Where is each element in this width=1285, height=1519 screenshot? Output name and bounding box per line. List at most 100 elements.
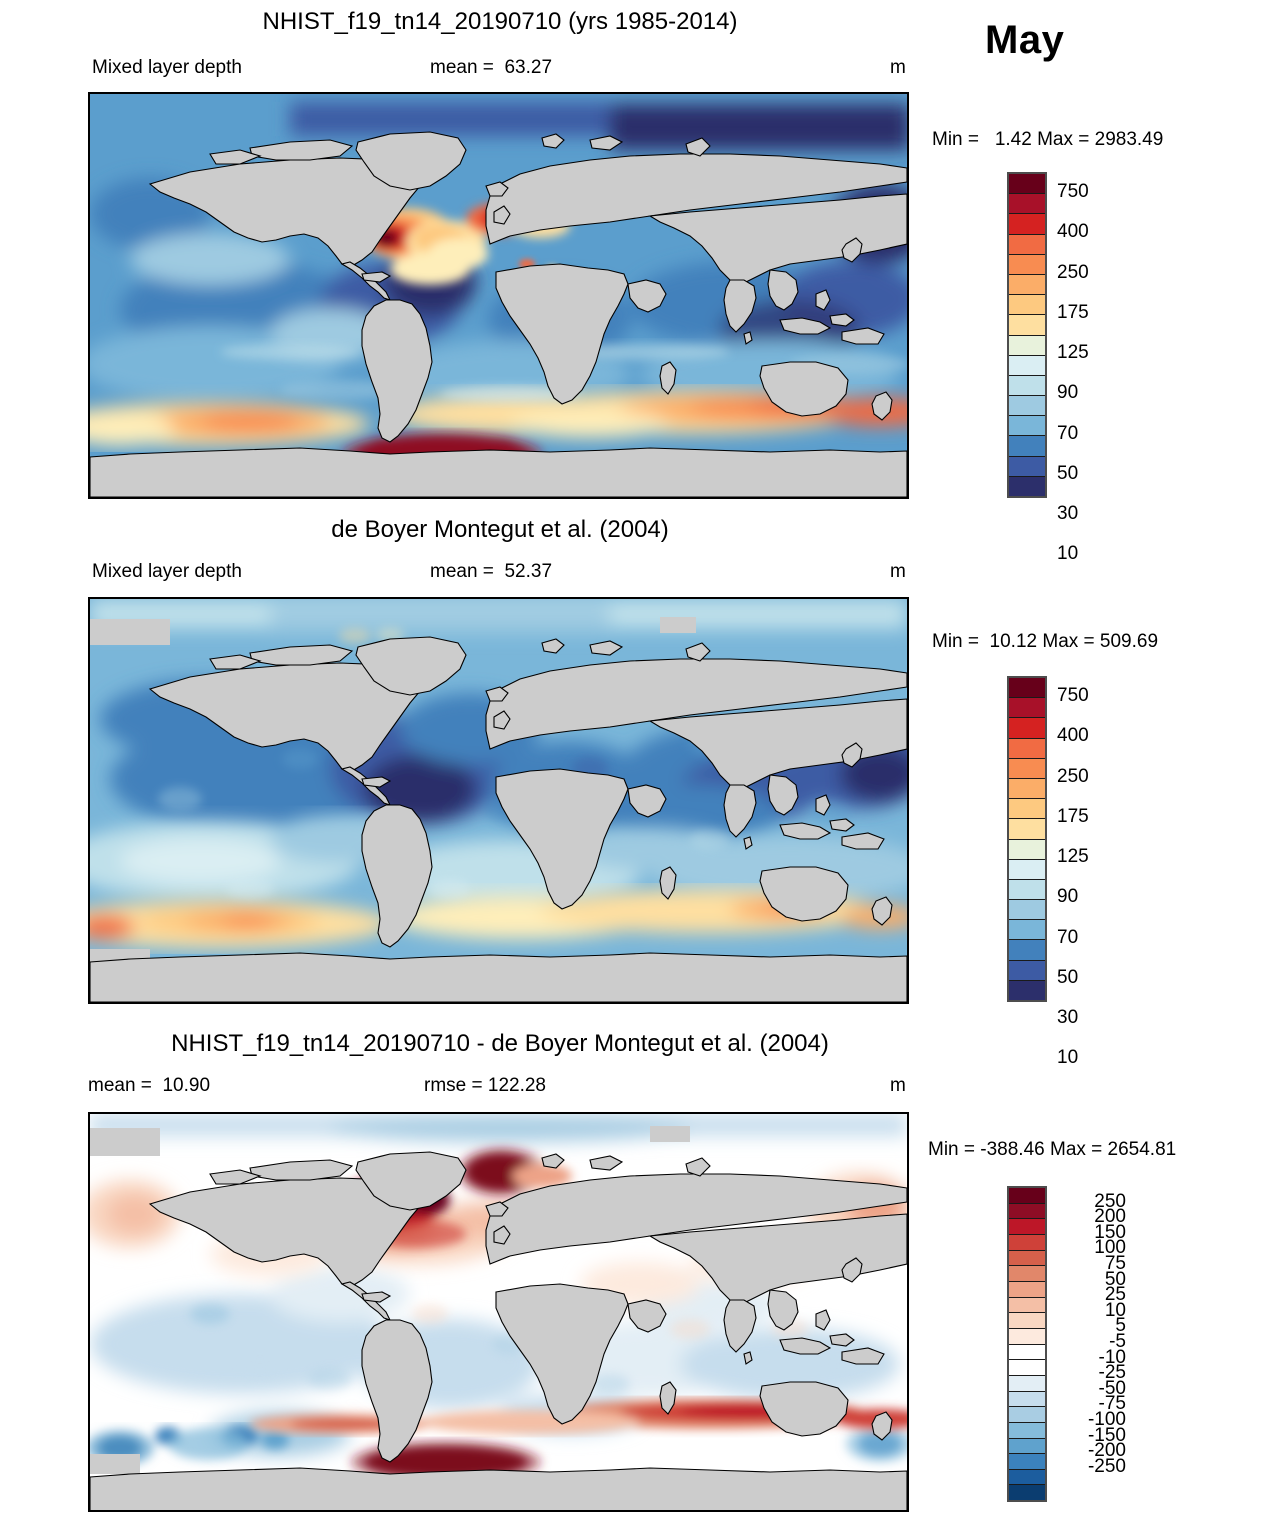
colorbar-band	[1009, 718, 1045, 739]
colorbar-tick-label: -250	[1087, 1455, 1126, 1477]
colorbar-band	[1009, 254, 1045, 275]
colorbar-band	[1009, 375, 1045, 397]
panel1-title: NHIST_f19_tn14_20190710 (yrs 1985-2014)	[262, 8, 738, 35]
colorbar-band	[1009, 1266, 1045, 1282]
panel1-minmax-label: Min = 1.42 Max = 2983.49	[932, 129, 1164, 150]
difference-map-svg	[90, 1114, 907, 1510]
colorbar-band	[1009, 960, 1045, 981]
colorbar-tick-label: 10	[1057, 543, 1079, 565]
colorbar-tick-label: 400	[1057, 221, 1089, 243]
colorbar-tick-label: 175	[1057, 805, 1089, 827]
colorbar-tick-label: 175	[1057, 301, 1089, 323]
colorbar-band	[1009, 1344, 1045, 1361]
colorbar-model	[1007, 172, 1047, 498]
colorbar-band	[1009, 1469, 1045, 1486]
colorbar-band	[1009, 396, 1045, 417]
colorbar-band	[1009, 1438, 1045, 1455]
colorbar-band	[1009, 476, 1045, 496]
panel1-mean-label: mean = 63.27	[430, 57, 553, 78]
colorbar-band	[1009, 1407, 1045, 1423]
colorbar-band	[1009, 1188, 1045, 1204]
colorbar-band	[1009, 1328, 1045, 1345]
panel2-variable-label: Mixed layer depth	[92, 561, 242, 582]
map-panel-model	[88, 92, 909, 499]
colorbar-tick-label: 10	[1104, 1299, 1126, 1321]
colorbar-band	[1009, 879, 1045, 901]
colorbar-tick-label: 125	[1057, 846, 1089, 868]
colorbar-band	[1009, 214, 1045, 235]
colorbar-band	[1009, 1313, 1045, 1329]
model-map-svg	[90, 94, 907, 497]
colorbar-band	[1009, 758, 1045, 779]
colorbar-band	[1009, 1219, 1045, 1235]
colorbar-tick-label: -10	[1098, 1346, 1126, 1368]
colorbar-tick-label: 250	[1094, 1190, 1126, 1212]
colorbar-band	[1009, 1485, 1045, 1500]
colorbar-band	[1009, 335, 1045, 356]
panel2-units-label: m	[890, 561, 906, 582]
colorbar-band	[1009, 1454, 1045, 1470]
panel2-title: de Boyer Montegut et al. (2004)	[331, 516, 669, 543]
colorbar-tick-label: -75	[1098, 1393, 1126, 1415]
panel2-mean-label: mean = 52.37	[430, 561, 553, 582]
colorbar-band	[1009, 738, 1045, 759]
panel2-minmax-label: Min = 10.12 Max = 509.69	[932, 631, 1159, 652]
colorbar-tick-label: 50	[1057, 966, 1079, 988]
colorbar-band	[1009, 1234, 1045, 1251]
panel3-minmax-label: Min = -388.46 Max = 2654.81	[928, 1139, 1177, 1160]
colorbar-band	[1009, 859, 1045, 880]
colorbar-band	[1009, 1391, 1045, 1408]
colorbar-tick-label: 10	[1057, 1047, 1079, 1069]
colorbar-tick-label: 200	[1094, 1206, 1126, 1228]
colorbar-band	[1009, 839, 1045, 860]
colorbar-band	[1009, 819, 1045, 840]
colorbar-band	[1009, 436, 1045, 457]
colorbar-tick-label: 250	[1057, 261, 1089, 283]
colorbar-tick-label: 50	[1104, 1268, 1126, 1290]
colorbar-tick-label: 50	[1057, 462, 1079, 484]
colorbar-tick-label: 125	[1057, 342, 1089, 364]
colorbar-tick-label: -200	[1087, 1440, 1126, 1462]
colorbar-tick-label: 70	[1057, 422, 1079, 444]
colorbar-tick-label: 100	[1094, 1237, 1126, 1259]
colorbar-tick-label: 30	[1057, 503, 1079, 525]
colorbar-tick-label: 30	[1057, 1007, 1079, 1029]
month-label: May	[985, 18, 1065, 62]
colorbar-tick-label: -100	[1087, 1409, 1126, 1430]
panel1-variable-label: Mixed layer depth	[92, 57, 242, 78]
colorbar-band	[1009, 234, 1045, 255]
colorbar-band	[1009, 920, 1045, 941]
colorbar-tick-label: -25	[1098, 1362, 1126, 1384]
colorbar-band	[1009, 778, 1045, 800]
panel3-title: NHIST_f19_tn14_20190710 - de Boyer Monte…	[171, 1030, 829, 1057]
colorbar-band	[1009, 678, 1045, 699]
colorbar-tick-label: 70	[1057, 926, 1079, 948]
colorbar-tick-label: 90	[1057, 886, 1079, 908]
colorbar-tick-label: 5	[1115, 1315, 1126, 1337]
map-panel-observation	[88, 597, 909, 1004]
colorbar-band	[1009, 1203, 1045, 1220]
colorbar-tick-label: -5	[1109, 1331, 1126, 1352]
colorbar-tick-label: 25	[1104, 1284, 1126, 1306]
colorbar-band	[1009, 416, 1045, 437]
panel3-rmse-label: rmse = 122.28	[424, 1075, 546, 1096]
colorbar-band	[1009, 194, 1045, 215]
colorbar-difference	[1007, 1186, 1047, 1502]
colorbar-band	[1009, 698, 1045, 719]
colorbar-observation-ticks: 750 400 250 175 125 90 70 50 30 10	[1057, 676, 1127, 1067]
colorbar-band	[1009, 456, 1045, 477]
colorbar-tick-label: 75	[1104, 1253, 1126, 1274]
colorbar-band	[1009, 900, 1045, 921]
colorbar-band	[1009, 799, 1045, 820]
colorbar-band	[1009, 355, 1045, 376]
colorbar-tick-label: -150	[1087, 1424, 1126, 1446]
colorbar-band	[1009, 1422, 1045, 1439]
colorbar-band	[1009, 1360, 1045, 1376]
colorbar-band	[1009, 174, 1045, 195]
colorbar-tick-label: 90	[1057, 382, 1079, 404]
colorbar-tick-label: -50	[1098, 1377, 1126, 1399]
colorbar-observation	[1007, 676, 1047, 1002]
panel3-units-label: m	[890, 1075, 906, 1096]
observation-map-svg	[90, 599, 907, 1002]
